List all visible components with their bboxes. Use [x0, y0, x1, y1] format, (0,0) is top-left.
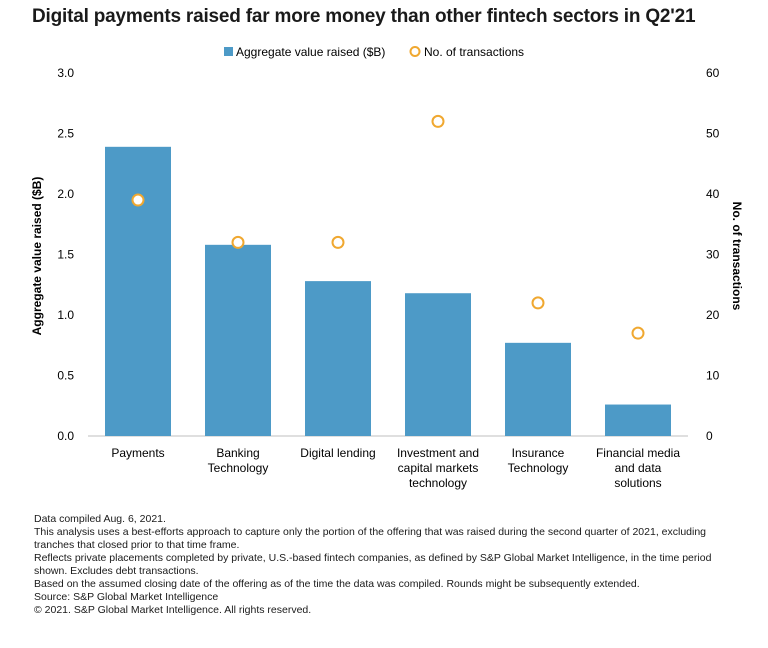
y-axis-title: Aggregate value raised ($B) — [30, 177, 44, 336]
y2-tick-label: 20 — [706, 308, 720, 322]
x-tick-label: Digital lending — [300, 446, 375, 460]
transaction-dot — [331, 235, 345, 249]
bar — [505, 342, 571, 436]
y-tick-label: 0.5 — [57, 369, 74, 383]
x-tick-label: and data — [615, 461, 662, 475]
footnote-line: Based on the assumed closing date of the… — [34, 578, 640, 590]
footnote-line: Source: S&P Global Market Intelligence — [34, 591, 219, 603]
y2-tick-label: 30 — [706, 248, 720, 262]
y2-tick-label: 10 — [706, 369, 720, 383]
legend-dot-swatch — [409, 46, 421, 57]
transaction-dot — [231, 235, 245, 249]
bars — [105, 146, 671, 436]
y-tick-label: 1.5 — [57, 248, 74, 262]
transaction-dot — [531, 296, 545, 310]
bar — [305, 281, 371, 436]
y-tick-label: 2.0 — [57, 187, 74, 201]
bar — [205, 244, 271, 436]
legend-dot-label: No. of transactions — [424, 45, 524, 59]
bar — [405, 293, 471, 436]
footnote-line: This analysis uses a best-efforts approa… — [34, 526, 707, 551]
dots — [131, 114, 645, 340]
transaction-dot — [631, 326, 645, 340]
x-tick-label: technology — [409, 476, 467, 490]
y-tick-label: 3.0 — [57, 66, 74, 80]
footnote-line: Reflects private placements completed by… — [34, 552, 712, 577]
chart-title: Digital payments raised far more money t… — [32, 6, 696, 27]
x-tick-label: solutions — [614, 476, 661, 490]
y2-axis-title: No. of transactions — [730, 202, 744, 311]
combo-chart: Aggregate value raised ($B) No. of trans… — [30, 45, 744, 490]
bar — [105, 146, 171, 436]
legend: Aggregate value raised ($B) No. of trans… — [224, 45, 524, 59]
footnote-line: © 2021. S&P Global Market Intelligence. … — [34, 604, 312, 616]
y-tick-label: 0.0 — [57, 429, 74, 443]
y2-tick-label: 50 — [706, 127, 720, 141]
y2-tick-label: 60 — [706, 66, 720, 80]
y2-tick-label: 40 — [706, 187, 720, 201]
transaction-dot — [431, 114, 445, 128]
bar — [605, 404, 671, 436]
legend-bar-label: Aggregate value raised ($B) — [236, 45, 385, 59]
x-tick-label: Technology — [508, 461, 569, 475]
x-tick-label: Investment and — [397, 446, 479, 460]
x-tick-label: Insurance — [512, 446, 565, 460]
x-tick-label: Banking — [216, 446, 259, 460]
footnote-line: Data compiled Aug. 6, 2021. — [34, 513, 166, 525]
y-tick-label: 2.5 — [57, 127, 74, 141]
y2-tick-label: 0 — [706, 429, 713, 443]
legend-bar-swatch — [224, 47, 233, 56]
x-tick-label: capital markets — [398, 461, 479, 475]
y-tick-label: 1.0 — [57, 308, 74, 322]
x-tick-label: Financial media — [596, 446, 680, 460]
x-tick-label: Payments — [111, 446, 164, 460]
footnotes: Data compiled Aug. 6, 2021. This analysis… — [34, 513, 734, 617]
x-tick-label: Technology — [208, 461, 269, 475]
transaction-dot — [131, 193, 145, 207]
axes: 0.0 0.5 1.0 1.5 2.0 2.5 3.0 0 10 20 30 40 50 60 — [57, 66, 719, 443]
